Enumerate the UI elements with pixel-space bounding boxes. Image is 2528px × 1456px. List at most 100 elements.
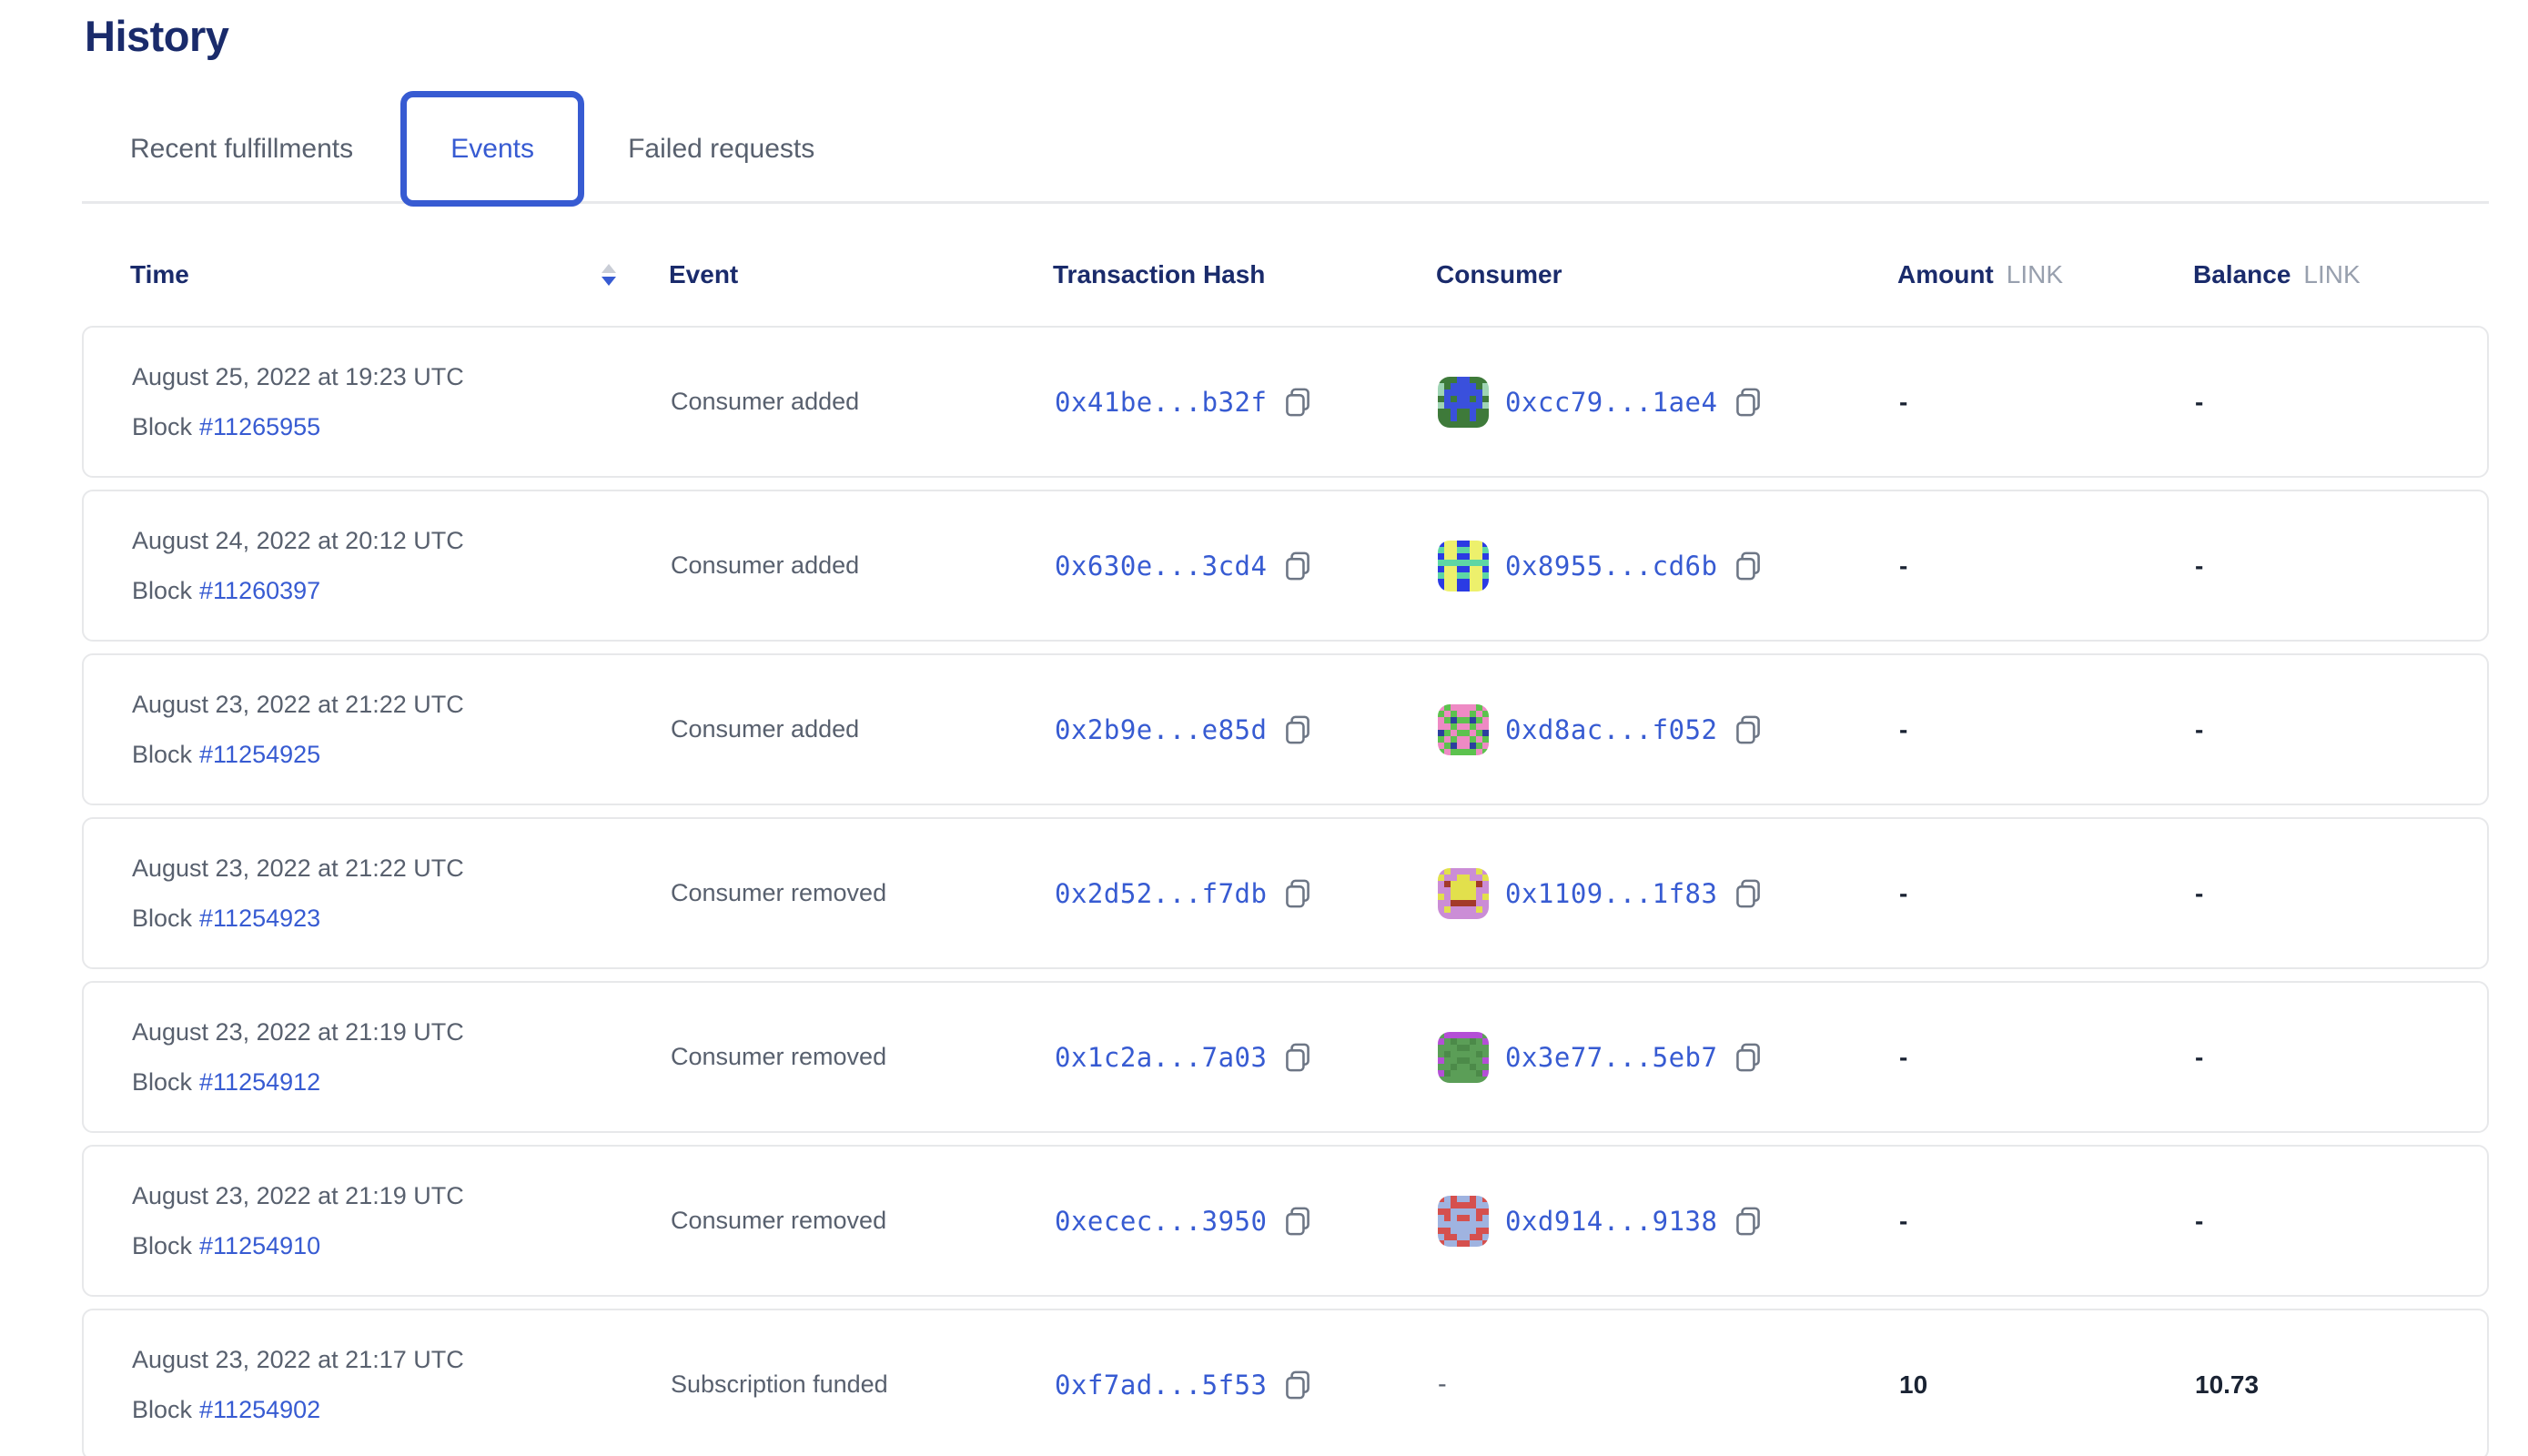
copy-icon[interactable] xyxy=(1732,713,1765,746)
copy-icon[interactable] xyxy=(1281,877,1314,910)
table-row: August 25, 2022 at 19:23 UTC Block #11265… xyxy=(82,326,2489,478)
balance-cell: - xyxy=(2195,1207,2487,1236)
consumer-identicon xyxy=(1438,1195,1489,1247)
block-label: Block xyxy=(132,1231,193,1259)
tx-hash-link[interactable]: 0x2d52...f7db xyxy=(1055,877,1268,909)
consumer-identicon xyxy=(1438,703,1489,755)
consumer-cell: 0xcc79...1ae4 xyxy=(1438,376,1899,428)
amount-cell: - xyxy=(1899,388,2195,417)
time-cell: August 25, 2022 at 19:23 UTC Block #11265… xyxy=(132,363,671,441)
consumer-identicon xyxy=(1438,1031,1489,1083)
amount-value: - xyxy=(1899,714,1908,743)
column-header-amount-label: Amount xyxy=(1897,260,1994,288)
transaction-hash-cell: 0x2b9e...e85d xyxy=(1055,713,1438,746)
column-header-time-label: Time xyxy=(130,260,189,288)
amount-value: - xyxy=(1899,1042,1908,1071)
tx-hash-link[interactable]: 0x41be...b32f xyxy=(1055,386,1268,418)
event-label: Subscription funded xyxy=(671,1370,888,1398)
table-row: August 24, 2022 at 20:12 UTC Block #11260… xyxy=(82,490,2489,642)
consumer-address-link[interactable]: 0xcc79...1ae4 xyxy=(1505,386,1718,418)
copy-icon[interactable] xyxy=(1281,1205,1314,1238)
events-table-body: August 25, 2022 at 19:23 UTC Block #11265… xyxy=(82,326,2489,1456)
copy-icon[interactable] xyxy=(1281,713,1314,746)
row-date: August 23, 2022 at 21:19 UTC xyxy=(132,1181,464,1209)
block-label: Block xyxy=(132,576,193,604)
column-header-amount: Amount LINK xyxy=(1897,260,2193,289)
copy-icon[interactable] xyxy=(1281,1369,1314,1401)
amount-value: 10 xyxy=(1899,1370,1928,1399)
amount-cell: 10 xyxy=(1899,1370,2195,1400)
column-header-balance: Balance LINK xyxy=(2193,260,2489,289)
sort-descending-icon[interactable] xyxy=(602,264,616,286)
copy-icon[interactable] xyxy=(1732,877,1765,910)
column-header-consumer: Consumer xyxy=(1436,260,1562,288)
event-label: Consumer removed xyxy=(671,1043,887,1070)
block-number-link[interactable]: #11265955 xyxy=(199,412,321,440)
sort-up-triangle xyxy=(602,264,616,273)
block-line: Block #11254923 xyxy=(132,905,320,933)
amount-unit-label: LINK xyxy=(2006,260,2064,288)
block-number-link[interactable]: #11254923 xyxy=(199,904,321,932)
balance-cell: - xyxy=(2195,1043,2487,1072)
row-date: August 23, 2022 at 21:17 UTC xyxy=(132,1345,464,1373)
table-row: August 23, 2022 at 21:22 UTC Block #11254… xyxy=(82,653,2489,805)
block-number-link[interactable]: #11254902 xyxy=(199,1395,321,1423)
amount-value: - xyxy=(1899,878,1908,907)
row-date: August 25, 2022 at 19:23 UTC xyxy=(132,362,464,390)
block-number-link[interactable]: #11254912 xyxy=(199,1067,321,1096)
copy-icon[interactable] xyxy=(1281,386,1314,419)
column-header-event: Event xyxy=(669,260,739,288)
consumer-identicon xyxy=(1438,540,1489,592)
consumer-address-link[interactable]: 0xd914...9138 xyxy=(1505,1205,1718,1237)
copy-icon[interactable] xyxy=(1732,1205,1765,1238)
consumer-address-link[interactable]: 0xd8ac...f052 xyxy=(1505,713,1718,745)
event-cell: Consumer added xyxy=(671,715,1055,743)
tx-hash-link[interactable]: 0x2b9e...e85d xyxy=(1055,713,1268,745)
row-date: August 23, 2022 at 21:22 UTC xyxy=(132,690,464,718)
row-date: August 23, 2022 at 21:22 UTC xyxy=(132,854,464,882)
block-number-link[interactable]: #11254910 xyxy=(199,1231,321,1259)
event-label: Consumer removed xyxy=(671,879,887,906)
copy-icon[interactable] xyxy=(1281,550,1314,582)
block-number-link[interactable]: #11254925 xyxy=(199,740,321,768)
column-header-time[interactable]: Time xyxy=(130,260,669,289)
event-cell: Consumer removed xyxy=(671,879,1055,907)
transaction-hash-cell: 0x630e...3cd4 xyxy=(1055,550,1438,582)
copy-icon[interactable] xyxy=(1732,550,1765,582)
consumer-cell: - xyxy=(1438,1370,1899,1400)
amount-cell: - xyxy=(1899,879,2195,908)
consumer-address-link: - xyxy=(1438,1370,1448,1399)
block-number-link[interactable]: #11260397 xyxy=(199,576,321,604)
tab-events[interactable]: Events xyxy=(400,91,585,207)
consumer-address-link[interactable]: 0x3e77...5eb7 xyxy=(1505,1041,1718,1073)
consumer-identicon xyxy=(1438,376,1489,428)
tx-hash-link[interactable]: 0xf7ad...5f53 xyxy=(1055,1369,1268,1400)
amount-value: - xyxy=(1899,387,1908,416)
time-cell: August 23, 2022 at 21:19 UTC Block #11254… xyxy=(132,1182,671,1260)
block-label: Block xyxy=(132,412,193,440)
balance-unit-label: LINK xyxy=(2303,260,2361,288)
copy-icon[interactable] xyxy=(1281,1041,1314,1074)
consumer-address-link[interactable]: 0x8955...cd6b xyxy=(1505,550,1718,581)
balance-cell: - xyxy=(2195,388,2487,417)
tx-hash-link[interactable]: 0xecec...3950 xyxy=(1055,1205,1268,1237)
copy-icon[interactable] xyxy=(1732,386,1765,419)
event-label: Consumer added xyxy=(671,715,860,743)
balance-value: - xyxy=(2195,714,2204,743)
tx-hash-link[interactable]: 0x630e...3cd4 xyxy=(1055,550,1268,581)
block-label: Block xyxy=(132,904,193,932)
balance-value: - xyxy=(2195,551,2204,580)
tab-bar: Recent fulfillments Events Failed reques… xyxy=(126,91,818,207)
tx-hash-link[interactable]: 0x1c2a...7a03 xyxy=(1055,1041,1268,1073)
block-line: Block #11260397 xyxy=(132,577,320,605)
tab-recent-fulfillments[interactable]: Recent fulfillments xyxy=(130,133,354,164)
column-header-transaction-hash: Transaction Hash xyxy=(1053,260,1266,288)
copy-icon[interactable] xyxy=(1732,1041,1765,1074)
consumer-address-link[interactable]: 0x1109...1f83 xyxy=(1505,877,1718,909)
table-row: August 23, 2022 at 21:19 UTC Block #11254… xyxy=(82,1145,2489,1297)
amount-cell: - xyxy=(1899,715,2195,744)
event-cell: Consumer added xyxy=(671,551,1055,580)
tab-failed-requests[interactable]: Failed requests xyxy=(628,133,815,164)
balance-value: - xyxy=(2195,1206,2204,1235)
block-line: Block #11254912 xyxy=(132,1068,320,1097)
